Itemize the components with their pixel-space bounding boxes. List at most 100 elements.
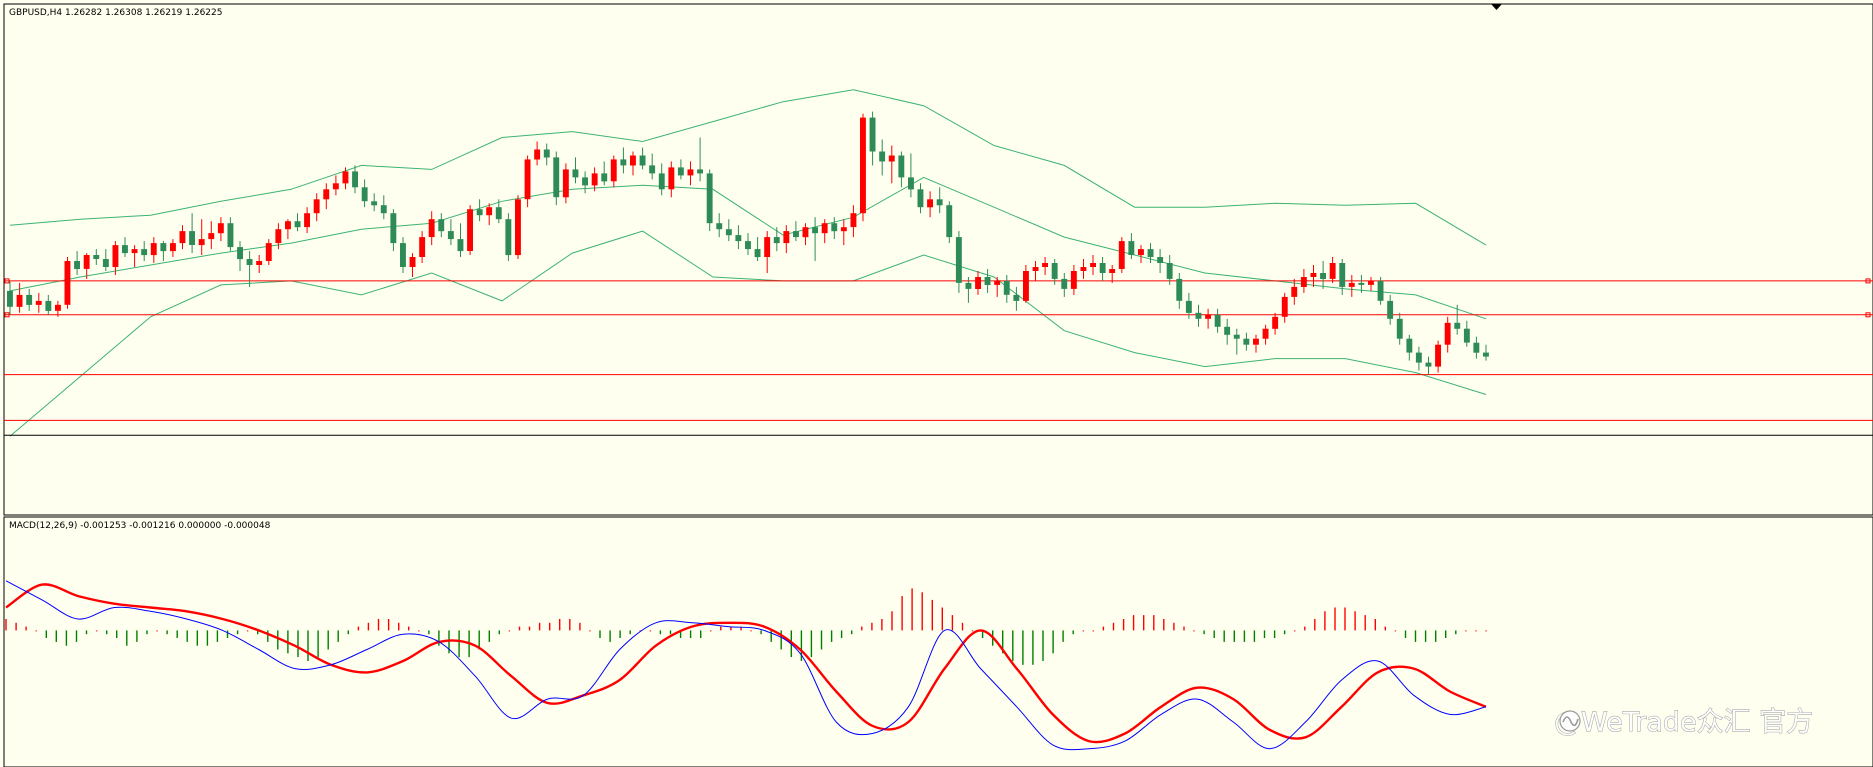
macd-signal-line [5,583,1487,744]
bullish-candle [35,300,42,305]
chart-shift-marker-icon[interactable] [1491,4,1502,10]
bearish-candle [1214,314,1221,327]
bearish-candle [936,199,943,206]
bullish-candle [1042,263,1048,267]
bearish-candle [1128,241,1135,255]
bullish-candle [419,237,426,257]
bullish-candle [534,149,541,160]
bearish-candle [1415,352,1422,363]
level-handle-left [4,312,10,318]
bullish-candle [975,277,981,289]
bearish-candle [189,231,195,245]
bullish-candle [55,304,61,311]
bearish-candle [869,117,876,152]
bearish-candle [716,223,723,230]
bullish-candle [198,239,205,246]
bearish-candle [1473,342,1480,353]
bearish-candle [1195,312,1202,319]
bearish-candle [1243,338,1250,345]
bearish-candle [390,213,397,244]
bullish-candle [486,207,493,216]
bearish-candle [1061,278,1068,289]
bearish-candle [754,249,761,258]
bearish-candle [917,189,924,208]
bullish-candle [1070,271,1077,289]
bullish-candle [16,294,23,307]
bullish-candle [265,243,272,261]
bearish-candle [74,261,80,269]
bullish-candle [179,231,186,244]
bearish-candle [438,219,445,232]
bearish-candle [946,205,953,238]
macd-info-label: MACD(12,26,9) -0.001253 -0.001216 0.0000… [9,521,271,531]
bearish-candle [1166,263,1173,279]
bullish-candle [783,231,790,244]
bearish-candle [141,249,148,256]
level-handle-left [4,278,10,284]
watermark-logo-icon [1559,710,1581,732]
bearish-candle [1339,263,1346,287]
bearish-candle [582,177,588,186]
watermark-text: @WeTrade众汇 官方 [1554,707,1813,738]
bearish-candle [1147,249,1154,258]
bearish-candle [1396,318,1403,339]
main-chart-panel[interactable] [3,3,1873,516]
bullish-candle [1310,273,1317,277]
bearish-candle [1358,282,1365,285]
bullish-candle [860,117,866,214]
bearish-candle [7,290,13,307]
bullish-candle [927,199,933,208]
bearish-candle [93,255,100,259]
bullish-candle [524,159,531,200]
bearish-candle [706,173,713,224]
bullish-candle [1080,267,1087,271]
bullish-candle [802,227,809,238]
bullish-candle [217,223,224,234]
bullish-candle [304,213,310,228]
bearish-candle [1013,294,1020,301]
bearish-candle [457,239,464,252]
bullish-candle [1368,280,1374,285]
bullish-candle [764,237,771,257]
bullish-candle [888,155,895,162]
bearish-candle [908,177,914,190]
bullish-candle [323,189,330,200]
bearish-candle [639,155,646,166]
bearish-candle [572,169,579,178]
bearish-candle [1454,322,1461,329]
bullish-candle [64,261,71,305]
bearish-candle [725,229,732,236]
bullish-candle [112,245,119,267]
bullish-candle [591,173,598,186]
bearish-candle [102,259,109,267]
bullish-candle [850,213,857,228]
bearish-candle [237,247,243,260]
bearish-candle [745,241,751,250]
bearish-candle [1185,300,1192,313]
macd-histogram [5,588,1487,665]
bearish-candle [495,207,502,220]
macd-main-line [5,580,1487,751]
bullish-candle [83,255,90,269]
bearish-candle [1387,300,1394,319]
bullish-candle [1291,286,1298,297]
bearish-candle [658,173,665,190]
macd-panel[interactable] [3,516,1873,767]
bearish-candle [1176,278,1183,301]
bullish-candle [821,223,828,234]
bullish-candle [840,227,847,232]
bullish-candle [1300,277,1307,287]
bullish-candle [1348,282,1355,287]
bearish-candle [1003,280,1010,295]
bearish-candle [1051,263,1058,279]
bullish-candle [1138,249,1144,256]
bullish-candle [256,261,263,265]
bullish-candle [170,243,176,252]
bullish-candle [1272,316,1279,329]
bullish-candle [1281,296,1288,317]
bullish-candle [131,249,138,254]
bearish-candle [1224,326,1231,335]
candles [7,111,1489,375]
bearish-candle [620,159,627,166]
